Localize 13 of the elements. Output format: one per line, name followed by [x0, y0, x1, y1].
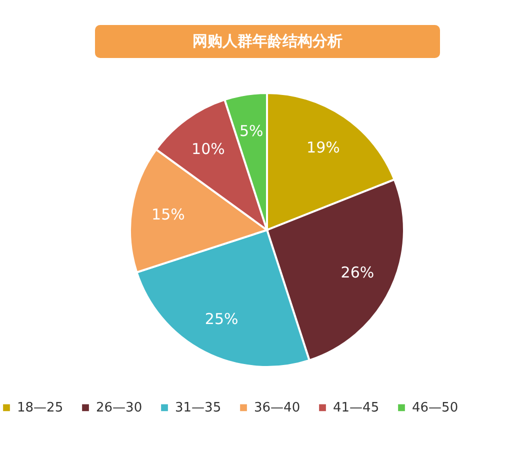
- legend-label: 31—35: [175, 400, 222, 416]
- legend-label: 26—30: [96, 400, 142, 416]
- data-label: 5%: [239, 122, 264, 140]
- legend-label: 18—25: [17, 400, 64, 416]
- legend-label: 36—40: [254, 400, 300, 416]
- data-label: 15%: [152, 205, 185, 224]
- data-label: 25%: [204, 310, 238, 328]
- data-label: 26%: [340, 264, 374, 282]
- chart-title: 网购人群年龄结构分析: [95, 25, 440, 58]
- data-label: 10%: [192, 140, 225, 158]
- legend-label: 41—45: [333, 400, 380, 416]
- legend-label: 46—50: [412, 400, 458, 416]
- data-label: 19%: [306, 138, 340, 156]
